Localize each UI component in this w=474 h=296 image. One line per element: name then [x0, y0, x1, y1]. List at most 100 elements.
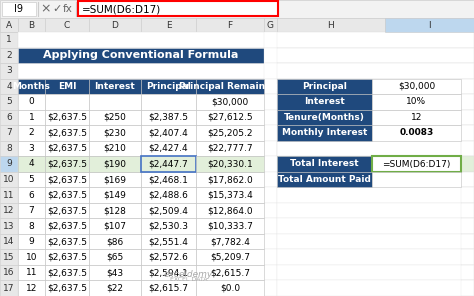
- Bar: [18, 234, 45, 250]
- Bar: [45, 281, 89, 296]
- Text: $230: $230: [103, 128, 127, 137]
- Bar: [89, 94, 141, 110]
- Bar: [196, 265, 264, 281]
- Text: I: I: [428, 20, 431, 30]
- Bar: [141, 18, 196, 32]
- Text: $2,637.5: $2,637.5: [47, 113, 87, 122]
- Bar: [18, 203, 474, 218]
- Bar: [196, 234, 264, 250]
- Text: $2,594.1: $2,594.1: [148, 268, 189, 277]
- Text: A: A: [6, 20, 12, 30]
- Bar: [18, 79, 45, 94]
- Text: $2,637.5: $2,637.5: [47, 175, 87, 184]
- Text: $128: $128: [103, 206, 127, 215]
- Text: 9: 9: [6, 160, 12, 168]
- Text: 1: 1: [6, 35, 12, 44]
- Bar: [89, 281, 141, 296]
- Bar: [264, 187, 277, 203]
- Text: Principal: Principal: [146, 82, 191, 91]
- Text: $2,447.7: $2,447.7: [149, 160, 188, 168]
- Bar: [18, 79, 474, 94]
- Text: 1: 1: [28, 113, 35, 122]
- Bar: [264, 125, 277, 141]
- Text: 17: 17: [3, 284, 15, 293]
- Bar: [196, 187, 264, 203]
- Text: EXCEL DATA: EXCEL DATA: [170, 277, 207, 282]
- Text: 5: 5: [28, 175, 35, 184]
- Text: $17,862.0: $17,862.0: [207, 175, 253, 184]
- Text: $210: $210: [103, 144, 127, 153]
- Bar: [372, 79, 461, 94]
- Text: 9: 9: [28, 237, 35, 246]
- Text: EMI: EMI: [58, 82, 76, 91]
- Bar: [18, 32, 474, 48]
- Bar: [196, 172, 264, 187]
- Bar: [0, 281, 18, 296]
- Bar: [277, 156, 372, 172]
- Bar: [141, 141, 196, 156]
- Bar: [141, 265, 196, 281]
- Text: $2,615.7: $2,615.7: [148, 284, 189, 293]
- Text: $2,572.6: $2,572.6: [148, 253, 189, 262]
- Bar: [18, 172, 45, 187]
- Bar: [264, 32, 277, 48]
- Text: Principal: Principal: [302, 82, 347, 91]
- Text: $190: $190: [103, 160, 127, 168]
- Bar: [277, 250, 461, 265]
- Bar: [141, 187, 196, 203]
- Bar: [264, 265, 277, 281]
- Text: 7: 7: [6, 128, 12, 137]
- Text: 0.0083: 0.0083: [400, 128, 434, 137]
- Bar: [141, 203, 196, 218]
- Text: 2: 2: [29, 128, 34, 137]
- Text: $2,615.7: $2,615.7: [210, 268, 250, 277]
- Bar: [277, 141, 461, 156]
- Bar: [18, 203, 45, 218]
- Text: 12: 12: [26, 284, 37, 293]
- Text: $2,509.4: $2,509.4: [148, 206, 189, 215]
- Text: $149: $149: [103, 191, 127, 200]
- Bar: [45, 18, 89, 32]
- Bar: [277, 265, 461, 281]
- Text: Monthly Interest: Monthly Interest: [282, 128, 367, 137]
- Bar: [141, 156, 196, 172]
- Bar: [0, 156, 18, 172]
- Bar: [45, 141, 89, 156]
- Bar: [89, 18, 141, 32]
- Text: F: F: [228, 20, 233, 30]
- Bar: [196, 141, 264, 156]
- Text: $2,387.5: $2,387.5: [148, 113, 189, 122]
- Bar: [18, 156, 45, 172]
- Text: $10,333.7: $10,333.7: [207, 222, 253, 231]
- Text: 8: 8: [6, 144, 12, 153]
- Bar: [196, 281, 264, 296]
- Text: $2,468.1: $2,468.1: [148, 175, 189, 184]
- Text: $15,373.4: $15,373.4: [207, 191, 253, 200]
- Text: Interest: Interest: [95, 82, 136, 91]
- Bar: [141, 125, 196, 141]
- Bar: [18, 48, 474, 63]
- Bar: [45, 110, 89, 125]
- Bar: [18, 187, 474, 203]
- Text: $27,612.5: $27,612.5: [207, 113, 253, 122]
- Text: $65: $65: [106, 253, 124, 262]
- Bar: [18, 18, 45, 32]
- Text: 5: 5: [6, 97, 12, 106]
- Text: $22: $22: [107, 284, 124, 293]
- Bar: [89, 187, 141, 203]
- Text: Total Amount Paid: Total Amount Paid: [278, 175, 371, 184]
- Bar: [372, 125, 461, 141]
- Bar: [18, 48, 264, 63]
- Bar: [264, 172, 277, 187]
- Text: 6: 6: [28, 191, 35, 200]
- Bar: [18, 141, 45, 156]
- Text: $2,637.5: $2,637.5: [47, 253, 87, 262]
- Text: 4: 4: [6, 82, 12, 91]
- Bar: [89, 234, 141, 250]
- Bar: [0, 234, 18, 250]
- Bar: [89, 265, 141, 281]
- Text: 12: 12: [3, 206, 15, 215]
- Bar: [196, 94, 264, 110]
- Text: 12: 12: [411, 113, 422, 122]
- Text: $2,637.5: $2,637.5: [47, 284, 87, 293]
